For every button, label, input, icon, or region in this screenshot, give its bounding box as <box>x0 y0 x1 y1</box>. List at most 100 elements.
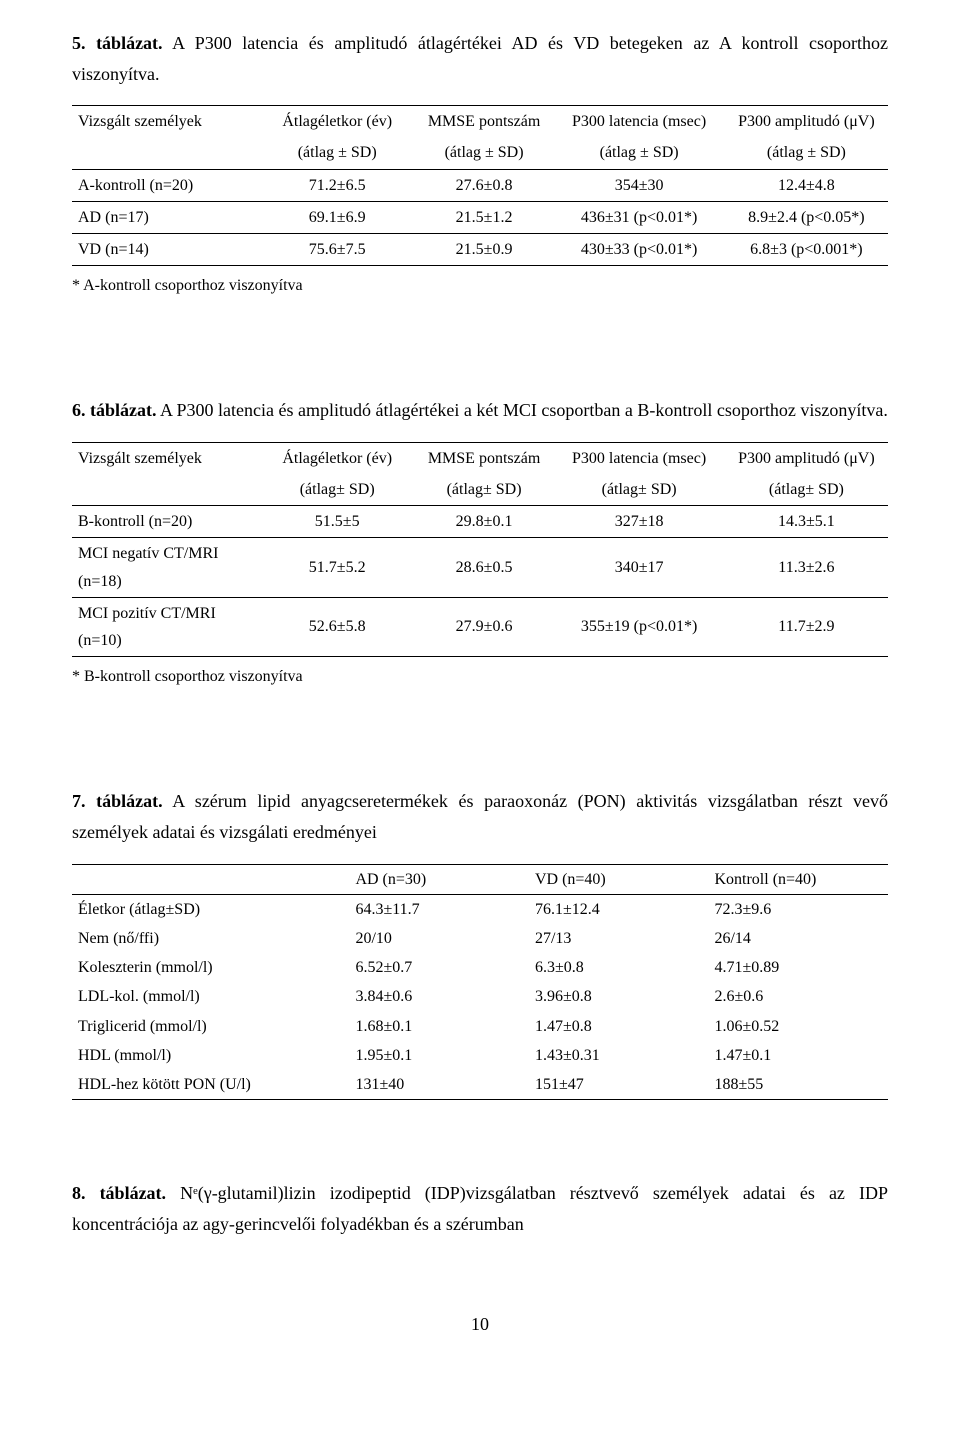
cell: LDL-kol. (mmol/l) <box>72 982 349 1011</box>
cell: 1.68±0.1 <box>349 1012 529 1041</box>
cell: 69.1±6.9 <box>260 201 415 233</box>
table6-col1: Átlagéletkor (év) <box>260 442 415 474</box>
cell: 20/10 <box>349 924 529 953</box>
table6-header-row: Vizsgált személyek Átlagéletkor (év) MMS… <box>72 442 888 474</box>
table5-sub0 <box>72 137 260 169</box>
table6-col4: P300 amplitudó (μV) <box>725 442 888 474</box>
cell: 51.7±5.2 <box>260 538 415 597</box>
cell: Koleszterin (mmol/l) <box>72 953 349 982</box>
cell: A-kontroll (n=20) <box>72 169 260 201</box>
table-row: A-kontroll (n=20) 71.2±6.5 27.6±0.8 354±… <box>72 169 888 201</box>
cell: 3.84±0.6 <box>349 982 529 1011</box>
table7: AD (n=30) VD (n=40) Kontroll (n=40) Élet… <box>72 864 888 1101</box>
table6-col0: Vizsgált személyek <box>72 442 260 474</box>
cell: 6.3±0.8 <box>529 953 709 982</box>
cell: 14.3±5.1 <box>725 506 888 538</box>
table5-caption: 5. táblázat. A P300 latencia és amplitud… <box>72 28 888 89</box>
table5-subheader-row: (átlag ± SD) (átlag ± SD) (átlag ± SD) (… <box>72 137 888 169</box>
cell: 430±33 (p<0.01*) <box>553 233 724 265</box>
table8-caption-bold: 8. táblázat. <box>72 1183 166 1203</box>
table6-col3: P300 latencia (msec) <box>553 442 724 474</box>
cell: 8.9±2.4 (p<0.05*) <box>725 201 888 233</box>
table5: Vizsgált személyek Átlagéletkor (év) MMS… <box>72 105 888 266</box>
table5-col0: Vizsgált személyek <box>72 106 260 138</box>
table-row: AD (n=17) 69.1±6.9 21.5±1.2 436±31 (p<0.… <box>72 201 888 233</box>
cell: 28.6±0.5 <box>415 538 554 597</box>
cell: MCI pozitív CT/MRI (n=10) <box>72 597 260 656</box>
cell-line: MCI pozitív CT/MRI <box>78 605 216 622</box>
cell: 11.7±2.9 <box>725 597 888 656</box>
cell: Nem (nő/ffi) <box>72 924 349 953</box>
cell-line: (n=10) <box>78 632 122 649</box>
cell: 355±19 (p<0.01*) <box>553 597 724 656</box>
table5-footnote: * A-kontroll csoporthoz viszonyítva <box>72 272 888 299</box>
table6-col2: MMSE pontszám <box>415 442 554 474</box>
table6-sub1: (átlag± SD) <box>260 474 415 506</box>
table7-caption: 7. táblázat. A szérum lipid anyagcserete… <box>72 786 888 847</box>
cell: 12.4±4.8 <box>725 169 888 201</box>
table6-subheader-row: (átlag± SD) (átlag± SD) (átlag± SD) (átl… <box>72 474 888 506</box>
table-row: MCI pozitív CT/MRI (n=10) 52.6±5.8 27.9±… <box>72 597 888 656</box>
cell: Életkor (átlag±SD) <box>72 894 349 924</box>
table5-caption-bold: 5. táblázat. <box>72 33 163 53</box>
table5-col1: Átlagéletkor (év) <box>260 106 415 138</box>
cell: 76.1±12.4 <box>529 894 709 924</box>
cell: Triglicerid (mmol/l) <box>72 1012 349 1041</box>
cell: 51.5±5 <box>260 506 415 538</box>
table7-caption-rest: A szérum lipid anyagcseretermékek és par… <box>72 791 888 842</box>
table5-col2: MMSE pontszám <box>415 106 554 138</box>
cell: 11.3±2.6 <box>725 538 888 597</box>
cell: 151±47 <box>529 1070 709 1100</box>
table5-col3: P300 latencia (msec) <box>553 106 724 138</box>
table7-col0 <box>72 864 349 894</box>
cell: 27.6±0.8 <box>415 169 554 201</box>
cell: 21.5±1.2 <box>415 201 554 233</box>
cell-line: B-kontroll (n=20) <box>78 513 192 530</box>
cell: 72.3±9.6 <box>708 894 888 924</box>
table-row: Életkor (átlag±SD) 64.3±11.7 76.1±12.4 7… <box>72 894 888 924</box>
cell-line: (n=18) <box>78 573 122 590</box>
cell: 75.6±7.5 <box>260 233 415 265</box>
cell: 27/13 <box>529 924 709 953</box>
cell: AD (n=17) <box>72 201 260 233</box>
table-row: HDL-hez kötött PON (U/l) 131±40 151±47 1… <box>72 1070 888 1100</box>
table5-col4: P300 amplitudó (μV) <box>725 106 888 138</box>
table-row: HDL (mmol/l) 1.95±0.1 1.43±0.31 1.47±0.1 <box>72 1041 888 1070</box>
table6-caption-rest: A P300 latencia és amplitudó átlagértéke… <box>157 400 888 420</box>
cell: 64.3±11.7 <box>349 894 529 924</box>
table5-header-row: Vizsgált személyek Átlagéletkor (év) MMS… <box>72 106 888 138</box>
cell: 1.43±0.31 <box>529 1041 709 1070</box>
cell: B-kontroll (n=20) <box>72 506 260 538</box>
table8-caption: 8. táblázat. Nᵉ(γ-glutamil)lizin izodipe… <box>72 1178 888 1239</box>
table6: Vizsgált személyek Átlagéletkor (év) MMS… <box>72 442 888 657</box>
cell: 1.95±0.1 <box>349 1041 529 1070</box>
table7-col1: AD (n=30) <box>349 864 529 894</box>
cell: 4.71±0.89 <box>708 953 888 982</box>
cell: VD (n=14) <box>72 233 260 265</box>
cell: 26/14 <box>708 924 888 953</box>
table7-caption-bold: 7. táblázat. <box>72 791 163 811</box>
cell: 1.06±0.52 <box>708 1012 888 1041</box>
cell: 3.96±0.8 <box>529 982 709 1011</box>
cell: HDL-hez kötött PON (U/l) <box>72 1070 349 1100</box>
cell: 6.52±0.7 <box>349 953 529 982</box>
table-row: MCI negatív CT/MRI (n=18) 51.7±5.2 28.6±… <box>72 538 888 597</box>
table-row: Nem (nő/ffi) 20/10 27/13 26/14 <box>72 924 888 953</box>
table-row: Koleszterin (mmol/l) 6.52±0.7 6.3±0.8 4.… <box>72 953 888 982</box>
table-row: B-kontroll (n=20) 51.5±5 29.8±0.1 327±18… <box>72 506 888 538</box>
table8-caption-rest: Nᵉ(γ-glutamil)lizin izodipeptid (IDP)viz… <box>72 1183 888 1234</box>
table6-sub3: (átlag± SD) <box>553 474 724 506</box>
cell: 21.5±0.9 <box>415 233 554 265</box>
table-row: Triglicerid (mmol/l) 1.68±0.1 1.47±0.8 1… <box>72 1012 888 1041</box>
cell: 71.2±6.5 <box>260 169 415 201</box>
table6-sub2: (átlag± SD) <box>415 474 554 506</box>
cell: 29.8±0.1 <box>415 506 554 538</box>
table5-sub3: (átlag ± SD) <box>553 137 724 169</box>
table7-col3: Kontroll (n=40) <box>708 864 888 894</box>
table6-sub0 <box>72 474 260 506</box>
cell: 131±40 <box>349 1070 529 1100</box>
cell: 27.9±0.6 <box>415 597 554 656</box>
cell: MCI negatív CT/MRI (n=18) <box>72 538 260 597</box>
table7-header-row: AD (n=30) VD (n=40) Kontroll (n=40) <box>72 864 888 894</box>
table5-sub4: (átlag ± SD) <box>725 137 888 169</box>
